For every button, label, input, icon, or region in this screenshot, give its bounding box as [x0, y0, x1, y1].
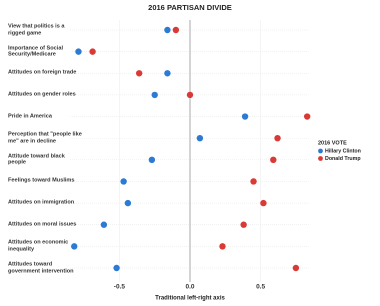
x-axis-label: Traditional left-right axis: [155, 296, 225, 302]
legend-title: 2016 VOTE: [318, 140, 347, 146]
dot: [219, 243, 226, 250]
dot: [172, 26, 180, 34]
category-label: Perception that "people like me" are in …: [8, 131, 82, 145]
category-label: Attitudes on gender roles: [8, 91, 76, 98]
dot: [75, 48, 82, 55]
dot: [135, 70, 143, 77]
dot: [151, 91, 158, 99]
category-label: View that politics is a rigged game: [8, 23, 65, 36]
category-label: Attitudes on foreign trade: [8, 69, 77, 76]
dot: [164, 26, 171, 34]
category-label: Feelings toward Muslims: [8, 178, 75, 185]
category-label: Pride in America: [8, 113, 52, 120]
dot: [260, 199, 267, 207]
dot: [186, 91, 194, 99]
category-label: Attitude toward black people: [8, 153, 65, 166]
dot: [303, 113, 311, 120]
legend-label: Donald Trump: [325, 156, 361, 162]
dot: [120, 178, 127, 185]
x-tick-label: 0.5: [256, 284, 265, 291]
dot: [164, 70, 171, 77]
dot: [124, 199, 132, 207]
category-label: Attitudes on moral issues: [8, 221, 77, 228]
chart-title: 2016 PARTISAN DIVIDE: [148, 3, 232, 12]
category-label: Attitudes toward government intervention: [8, 261, 74, 274]
category-label: Attitudes on immigration: [8, 199, 75, 206]
dot: [270, 156, 277, 164]
dot: [148, 156, 156, 164]
dot: [113, 264, 120, 272]
legend-label: Hillary Clinton: [325, 148, 361, 154]
x-tick-label: -0.5: [114, 284, 126, 291]
dot: [71, 243, 78, 250]
dot: [274, 134, 281, 142]
dot: [240, 221, 247, 228]
x-tick-label: 0.0: [185, 284, 194, 291]
dot: [89, 48, 96, 55]
dot: [241, 113, 249, 120]
legend-swatch: [318, 148, 323, 154]
dot: [292, 264, 300, 272]
legend-swatch: [318, 156, 323, 161]
dot: [250, 178, 257, 185]
dot: [196, 134, 204, 142]
category-label: Importance of Social Security/Medicare: [8, 45, 64, 58]
dot: [100, 221, 108, 228]
category-label: Attitudes on economic inequality: [8, 239, 69, 253]
